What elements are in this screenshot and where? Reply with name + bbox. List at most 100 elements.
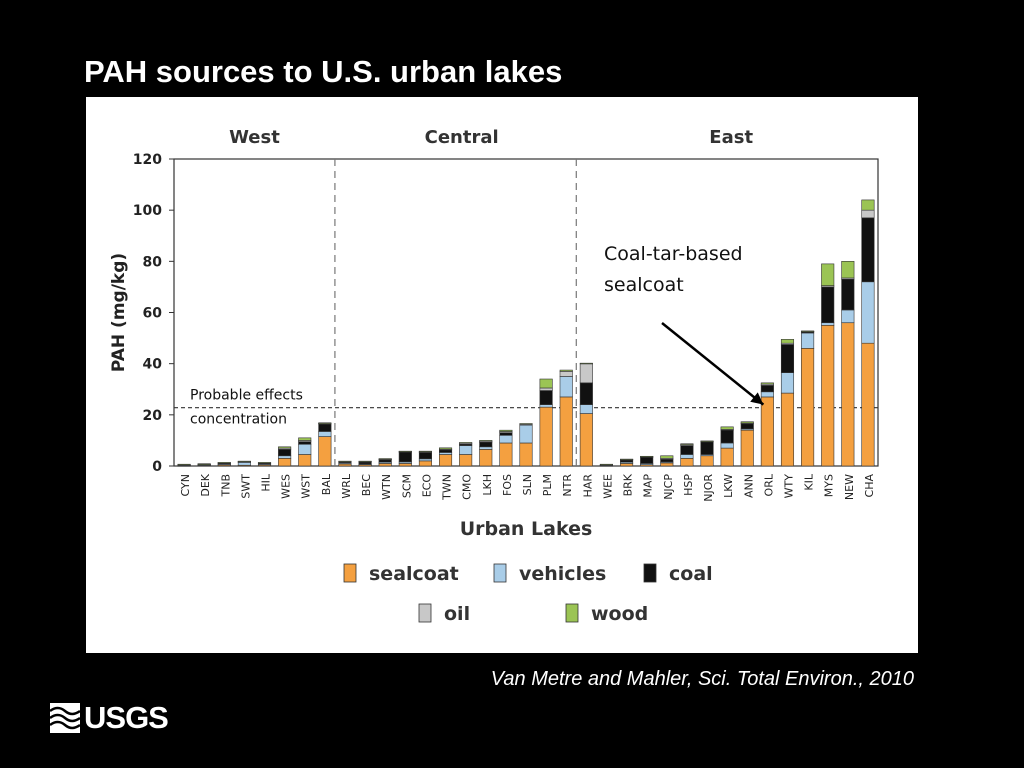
y-tick-label: 120 — [133, 152, 162, 168]
bar-wood-sln — [519, 423, 533, 425]
bar-sealcoat-wtn — [378, 463, 392, 467]
bar-wood-mys — [821, 263, 835, 286]
bar-sealcoat-twn — [439, 454, 453, 467]
y-tick-label: 100 — [133, 203, 162, 219]
bar-vehicles-cha — [861, 281, 875, 344]
bar-sealcoat-har — [579, 413, 593, 467]
bar-sealcoat-cmo — [459, 454, 473, 467]
bar-wood-bal — [318, 422, 332, 424]
x-tick-label: MAP — [642, 474, 655, 498]
bar-sealcoat-bal — [318, 436, 332, 467]
x-tick-label: CYN — [179, 474, 192, 496]
legend-swatch-oil — [418, 603, 432, 623]
bar-oil-ntr — [559, 371, 573, 377]
annotation-arrow — [661, 322, 765, 406]
annotation-text: Coal-tar-based — [604, 243, 743, 265]
bar-sealcoat-fos — [499, 442, 513, 467]
usgs-wave-icon — [50, 703, 80, 733]
bar-coal-lkw — [720, 429, 734, 444]
bar-sealcoat-njor — [700, 455, 714, 467]
bar-wood-wes — [278, 446, 292, 449]
bar-wood-scm — [398, 450, 412, 453]
bar-coal-bal — [318, 423, 332, 432]
x-axis-label: Urban Lakes — [460, 518, 593, 540]
bar-sealcoat-wty — [780, 392, 795, 467]
x-tick-label: HSP — [682, 474, 695, 496]
bar-vehicles-lkw — [720, 442, 734, 449]
x-tick-label: WES — [280, 474, 293, 499]
bar-coal-hsp — [680, 445, 694, 455]
y-tick-label: 40 — [143, 357, 163, 373]
bar-sealcoat-wes — [278, 458, 292, 467]
x-tick-label: LKW — [722, 474, 735, 498]
bar-vehicles-mys — [821, 322, 835, 326]
y-tick-label: 60 — [143, 306, 163, 322]
x-tick-label: CHA — [863, 474, 876, 498]
x-tick-label: NTR — [561, 474, 574, 497]
bar-sealcoat-lkw — [720, 447, 734, 467]
x-tick-label: TWN — [441, 474, 454, 501]
bar-wood-lkw — [720, 426, 734, 430]
bar-sealcoat-plm — [539, 406, 553, 467]
bar-sealcoat-mys — [821, 324, 835, 467]
x-tick-label: NJCP — [662, 474, 675, 500]
x-tick-label: BAL — [320, 473, 333, 495]
bar-coal-lkh — [479, 441, 493, 448]
bar-wood-dek — [197, 463, 211, 465]
bar-sealcoat-sln — [519, 442, 533, 467]
bar-coal-wty — [780, 344, 795, 373]
bar-sealcoat-kil — [801, 348, 815, 467]
bar-coal-cha — [861, 217, 875, 283]
bar-coal-har — [579, 382, 593, 405]
bar-sealcoat-lkh — [479, 449, 493, 467]
chart-panel: 0 20 40 60 80 100 120 PAH (mg/kg) West Central Eas… — [86, 97, 918, 653]
bar-coal-wes — [278, 449, 292, 457]
bar-wood-har — [579, 362, 593, 365]
x-tick-label: MYS — [823, 474, 836, 497]
bar-oil-cha — [861, 209, 875, 219]
bar-vehicles-ntr — [559, 376, 573, 398]
bar-vehicles-sln — [519, 424, 533, 444]
x-tick-label: WRL — [340, 473, 353, 499]
bar-coal-wst — [298, 441, 312, 445]
y-axis-label: PAH (mg/kg) — [109, 253, 129, 372]
bar-wood-fos — [499, 429, 513, 432]
legend-label-oil: oil — [444, 603, 470, 625]
legend-label-sealcoat: sealcoat — [369, 563, 459, 585]
bar-vehicles-wty — [780, 372, 795, 394]
bar-vehicles-plm — [539, 404, 553, 408]
bar-wood-wtn — [378, 458, 392, 460]
annotation-text: sealcoat — [604, 274, 684, 296]
x-tick-label: HIL — [260, 473, 273, 492]
bar-wood-cmo — [459, 442, 473, 444]
region-label: West — [229, 127, 280, 148]
x-tick-label: SWT — [239, 474, 252, 499]
x-tick-label: CMO — [461, 474, 474, 500]
bar-sealcoat-orl — [760, 396, 774, 467]
x-tick-label: WEE — [601, 474, 614, 499]
bar-wood-wee — [599, 463, 613, 466]
x-tick-label: ORL — [762, 473, 775, 496]
bar-wood-njor — [700, 440, 714, 443]
bar-wood-ann — [740, 421, 754, 424]
usgs-logo-text: USGS — [84, 700, 169, 735]
bar-vehicles-lkh — [479, 446, 493, 450]
bar-wood-wst — [298, 437, 312, 441]
bar-coal-map — [640, 456, 654, 464]
bar-sealcoat-new — [841, 322, 855, 467]
bar-coal-new — [841, 278, 855, 311]
bar-sealcoat-wrl — [338, 463, 352, 467]
legend-label-coal: coal — [669, 563, 713, 585]
x-tick-label: WTY — [782, 474, 795, 499]
bar-wood-brk — [620, 458, 634, 461]
bar-vehicles-fos — [499, 434, 513, 444]
bar-vehicles-har — [579, 404, 593, 414]
bar-wood-hil — [257, 462, 272, 464]
bar-coal-orl — [760, 385, 774, 393]
bar-vehicles-wst — [298, 443, 312, 455]
legend-swatch-wood — [565, 603, 579, 623]
slide-title: PAH sources to U.S. urban lakes — [84, 54, 563, 89]
y-tick-label: 80 — [143, 254, 163, 270]
bar-coal-njor — [700, 441, 714, 455]
bar-wood-bec — [358, 460, 372, 463]
